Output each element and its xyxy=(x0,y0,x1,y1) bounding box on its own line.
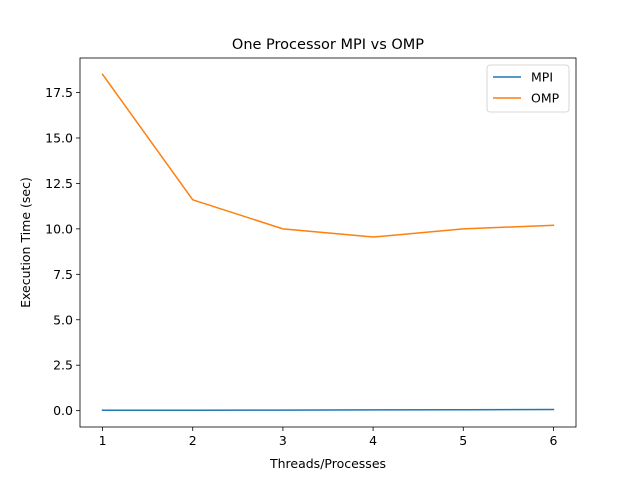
y-tick-label: 7.5 xyxy=(53,267,73,282)
x-axis-label: Threads/Processes xyxy=(269,456,386,471)
series-line-mpi xyxy=(101,408,555,412)
x-tick-label: 6 xyxy=(549,433,557,448)
plot-area xyxy=(80,58,576,427)
plot-frame xyxy=(79,57,577,428)
y-tick-label: 5.0 xyxy=(53,312,73,327)
x-tick-label: 2 xyxy=(189,433,197,448)
y-tick-label: 2.5 xyxy=(53,358,73,373)
legend-label: MPI xyxy=(531,70,553,85)
legend-label: OMP xyxy=(531,91,560,106)
y-tick-label: 10.0 xyxy=(45,221,73,236)
x-axis: 1 2 3 4 5 6 xyxy=(99,427,557,448)
y-tick-label: 15.0 xyxy=(45,130,73,145)
x-tick-label: 5 xyxy=(459,433,467,448)
y-axis-label: Execution Time (sec) xyxy=(18,177,33,308)
y-tick-label: 0.0 xyxy=(53,403,73,418)
series-layer xyxy=(101,73,555,412)
y-tick-label: 12.5 xyxy=(45,176,73,191)
chart-title: One Processor MPI vs OMP xyxy=(232,37,424,53)
y-tick-label: 17.5 xyxy=(45,85,73,100)
legend: MPI OMP xyxy=(486,64,570,113)
series-line-omp xyxy=(101,73,555,238)
x-tick-label: 4 xyxy=(369,433,377,448)
x-tick-label: 1 xyxy=(99,433,107,448)
x-tick-label: 3 xyxy=(279,433,287,448)
y-axis: 0.0 2.5 5.0 7.5 10.0 12.5 15.0 17.5 xyxy=(45,85,80,418)
